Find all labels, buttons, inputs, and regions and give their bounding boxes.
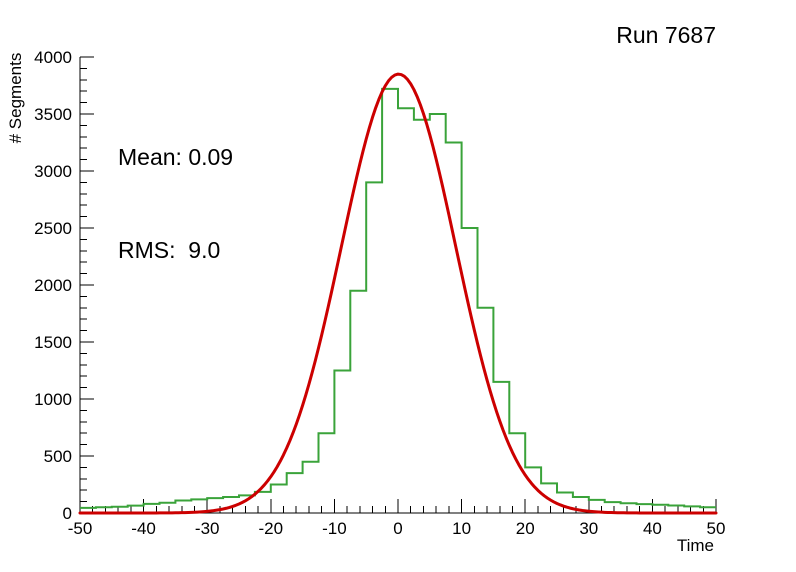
stats-box: Mean: 0.09 RMS: 9.0 <box>118 80 233 328</box>
svg-text:1500: 1500 <box>34 333 72 352</box>
plot-title: Run 7687 <box>616 22 716 48</box>
svg-text:0: 0 <box>63 504 72 523</box>
svg-text:2000: 2000 <box>34 276 72 295</box>
svg-text:2500: 2500 <box>34 219 72 238</box>
svg-text:30: 30 <box>579 519 598 538</box>
svg-text:-20: -20 <box>259 519 284 538</box>
svg-text:4000: 4000 <box>34 48 72 67</box>
svg-text:-50: -50 <box>68 519 93 538</box>
svg-text:3500: 3500 <box>34 105 72 124</box>
svg-text:3000: 3000 <box>34 162 72 181</box>
svg-text:20: 20 <box>516 519 535 538</box>
svg-text:-10: -10 <box>322 519 347 538</box>
svg-text:1000: 1000 <box>34 390 72 409</box>
svg-text:-30: -30 <box>195 519 220 538</box>
x-axis-title: Time <box>676 536 714 555</box>
svg-text:0: 0 <box>393 519 402 538</box>
svg-text:500: 500 <box>44 447 72 466</box>
svg-text:10: 10 <box>452 519 471 538</box>
y-axis-title: # Segments <box>6 52 25 144</box>
stat-rms: RMS: 9.0 <box>118 237 221 263</box>
svg-text:-40: -40 <box>131 519 156 538</box>
svg-text:40: 40 <box>643 519 662 538</box>
svg-text:50: 50 <box>707 519 726 538</box>
stat-mean: Mean: 0.09 <box>118 144 234 170</box>
